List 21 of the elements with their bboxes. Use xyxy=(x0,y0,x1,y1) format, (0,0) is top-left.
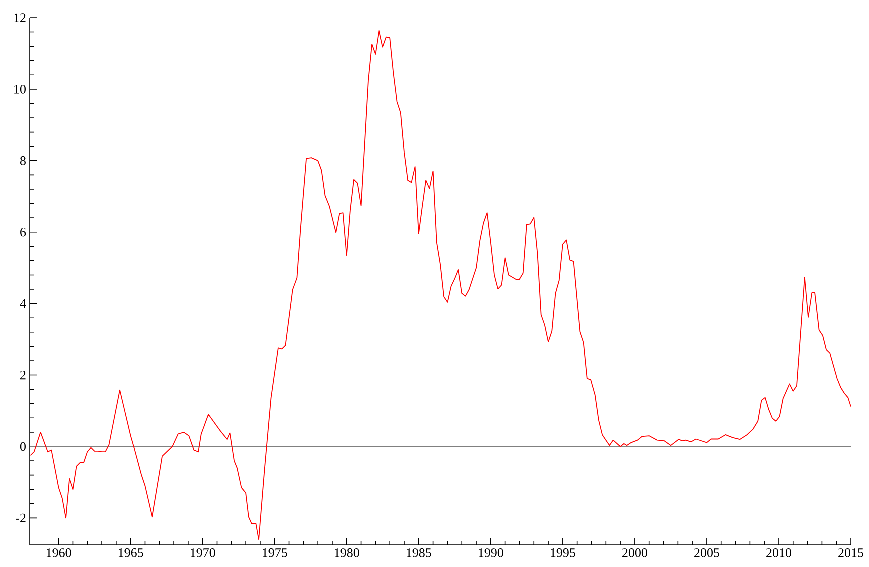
x-tick-label: 1995 xyxy=(551,548,576,558)
x-tick-label: 1980 xyxy=(335,548,360,558)
line-series xyxy=(30,30,852,540)
x-tick-label: 2000 xyxy=(622,548,648,558)
y-tick-label: -2 xyxy=(16,514,26,523)
x-tick-label: 1960 xyxy=(46,548,72,558)
y-tick-label: 12 xyxy=(14,14,26,22)
x-tick-label: 2010 xyxy=(766,548,792,558)
x-tick-label: 1965 xyxy=(118,548,144,558)
x-tick-label: 1990 xyxy=(479,548,504,558)
y-tick-label: 10 xyxy=(14,85,26,94)
y-tick-label: 6 xyxy=(20,228,26,237)
x-tick-label: 1975 xyxy=(263,548,288,558)
x-tick-label: 1985 xyxy=(407,548,432,558)
y-tick-label: 4 xyxy=(20,300,26,308)
y-tick-label: 0 xyxy=(20,442,26,452)
y-tick-label: 8 xyxy=(20,156,26,166)
x-tick-label: 2015 xyxy=(838,548,864,558)
x-tick-label: 2005 xyxy=(694,548,720,558)
y-tick-label: 2 xyxy=(20,370,26,380)
x-tick-label: 1970 xyxy=(190,548,216,558)
